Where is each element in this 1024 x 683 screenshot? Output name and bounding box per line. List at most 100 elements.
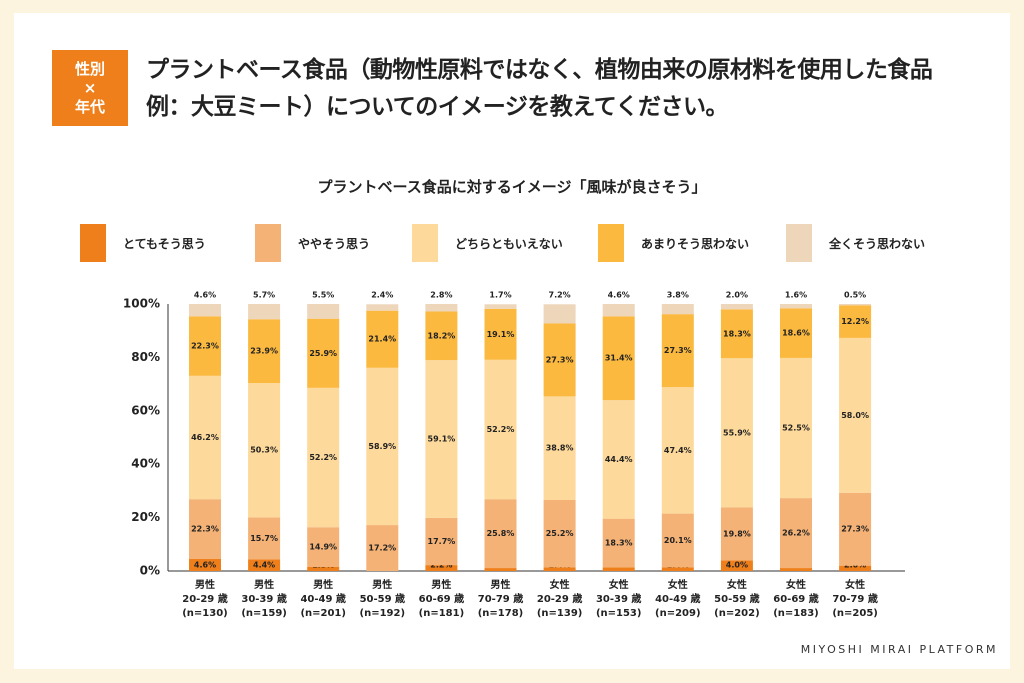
bar-value-label: 4.6% [608,291,630,300]
legend-swatch [412,224,438,262]
bar-segment [543,323,576,397]
bar-segment [307,318,340,388]
bar-segment [661,387,694,514]
bar-value-label: 22.3% [191,524,219,533]
bar-segment [602,316,635,401]
tag-line-1: 性別 [74,59,105,78]
legend-swatch [598,224,624,262]
bar-value-label: 52.5% [782,424,810,433]
bar-segment [543,567,576,571]
bar-value-label: 1.7% [489,291,511,300]
bar-segment [543,499,576,568]
x-category-count: (n=192) [360,608,406,619]
bar-value-label: 25.9% [309,349,337,358]
x-category-age: 40-49 歳 [300,592,345,605]
bar-value-label: 25.2% [546,529,574,538]
bar-segment [189,316,221,376]
bar-segment [484,499,517,569]
x-category-count: (n=178) [478,608,524,619]
y-tick-label: 100% [123,297,160,311]
bar-segment [248,517,281,560]
bar-segment [248,559,281,571]
x-category-age: 50-59 歳 [360,592,405,605]
bar-segment [425,311,458,361]
brand-footer: MIYOSHI MIRAI PLATFORM [800,643,998,656]
bar-segment [248,383,281,518]
bar-segment [839,337,872,493]
bar-value-label: 18.2% [428,331,456,340]
legend-label: ややそう思う [298,236,371,251]
x-category-gender: 男性 [195,578,215,591]
bar-value-label: 58.9% [368,442,396,451]
bar-value-label: 23.9% [250,347,278,356]
bar-segment [484,359,517,500]
legend-swatch [80,224,106,262]
bar-value-label: 20.1% [664,536,692,545]
legend-label: どちらともいえない [455,236,563,251]
bar-segment [543,396,576,500]
bar-segment [425,304,458,312]
x-category-count: (n=183) [773,608,819,619]
bar-value-label: 31.4% [605,354,633,363]
x-category-count: (n=205) [832,608,878,619]
bar-segment [661,567,694,571]
bar-value-label: 18.3% [605,539,633,548]
tag-line-2: × [83,78,97,97]
bar-value-label: 58.0% [841,411,869,420]
x-category-gender: 男性 [313,578,333,591]
bar-segment [780,357,812,499]
x-category-age: 70-79 歳 [832,592,877,605]
x-category-age: 20-29 歳 [537,592,582,605]
y-tick-label: 60% [131,403,160,417]
bar-value-label: 55.9% [723,428,751,437]
bar-value-label: 7.2% [549,291,571,300]
bar-value-label: 19.1% [487,330,515,339]
x-category-count: (n=202) [714,608,760,619]
x-category-count: (n=130) [182,608,228,619]
bar-segment [425,517,458,566]
bar-segment [189,558,221,571]
bar-value-label: 5.5% [312,291,334,300]
x-category-count: (n=139) [537,608,583,619]
bar-segment [366,525,399,571]
bar-value-label: 4.6% [194,561,216,570]
bar-value-label: 19.8% [723,529,751,538]
x-category-gender: 女性 [845,578,865,591]
x-category-gender: 女性 [668,578,688,591]
bar-value-label: 17.7% [428,537,456,546]
bar-value-label: 4.4% [253,561,275,570]
bar-segment [366,367,399,526]
x-category-gender: 女性 [786,578,806,591]
bar-value-label: 14.9% [309,543,337,552]
bar-segment [307,387,340,528]
bar-segment [484,308,517,360]
legend-label: とてもそう思う [123,236,206,251]
bar-value-label: 12.2% [841,317,869,326]
legend-label: あまりそう思わない [641,236,750,251]
x-category-age: 30-39 歳 [596,592,641,605]
x-category-count: (n=153) [596,608,642,619]
bar-segment [780,568,812,571]
bar-segment [780,308,812,358]
legend-swatch [786,224,812,262]
chart-legend: とてもそう思う ややそう思う どちらともいえない あまりそう思わない 全くそう思わない [80,224,980,264]
bar-value-label: 22.3% [191,342,219,351]
bar-segment [720,304,753,310]
legend-item: 全くそう思わない [786,224,925,262]
x-category-count: (n=159) [241,608,287,619]
bar-segment [543,304,576,324]
bar-value-label: 17.2% [368,544,396,553]
x-category-gender: 女性 [550,578,570,591]
x-category-age: 20-29 歳 [182,592,227,605]
bar-value-label: 50.3% [250,446,278,455]
legend-item: どちらともいえない [412,224,563,262]
bar-value-label: 25.8% [487,529,515,538]
y-tick-label: 80% [131,350,160,364]
y-tick-label: 0% [140,564,160,578]
bar-value-label: 26.2% [782,529,810,538]
x-category-count: (n=209) [655,608,701,619]
bar-segment [602,567,635,571]
bar-value-label: 1.6% [785,291,807,300]
bar-value-label: 18.3% [723,329,751,338]
